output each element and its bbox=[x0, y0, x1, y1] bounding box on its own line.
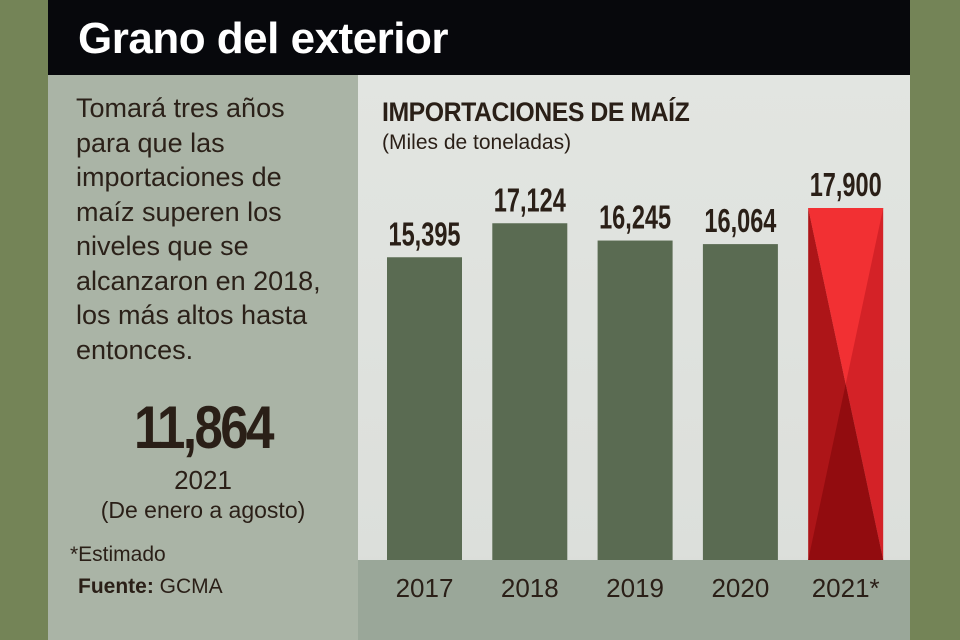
source: Fuente: GCMA bbox=[78, 575, 223, 599]
x-tick-label: 2019 bbox=[606, 573, 664, 603]
x-tick-label: 2021* bbox=[812, 573, 880, 603]
chart-subtitle: (Miles de toneladas) bbox=[382, 131, 572, 154]
source-value: GCMA bbox=[159, 575, 223, 598]
bar bbox=[597, 240, 673, 560]
highlight-year: 2021 bbox=[174, 465, 232, 495]
bar-chart: 15,395 2017 17,124 2018 16,245 2019 16,064 2020… bbox=[387, 166, 884, 603]
x-tick-label: 2018 bbox=[501, 573, 559, 603]
data-label: 17,124 bbox=[494, 181, 566, 218]
chart-panel: IMPORTACIONES DE MAÍZ (Miles de tonelada… bbox=[358, 75, 910, 640]
summary-panel: Tomará tres años para que las importacio… bbox=[48, 75, 358, 640]
header: Grano del exterior bbox=[48, 0, 910, 75]
data-label: 16,245 bbox=[599, 199, 671, 236]
data-label: 17,900 bbox=[810, 166, 882, 203]
data-label: 16,064 bbox=[704, 202, 776, 239]
bar bbox=[492, 223, 568, 560]
data-label: 15,395 bbox=[389, 215, 461, 252]
bar bbox=[702, 244, 778, 560]
x-tick-label: 2017 bbox=[396, 573, 454, 603]
source-label: Fuente: bbox=[78, 575, 154, 598]
bar-estimated bbox=[808, 208, 884, 560]
chart-title: IMPORTACIONES DE MAÍZ bbox=[382, 97, 690, 127]
highlight-value: 11,864 bbox=[134, 394, 274, 461]
summary-text: Tomará tres años para que las importacio… bbox=[76, 93, 321, 365]
highlight-period: (De enero a agosto) bbox=[100, 497, 306, 523]
bar bbox=[387, 257, 462, 560]
estimate-note: *Estimado bbox=[70, 543, 166, 566]
x-tick-label: 2020 bbox=[711, 573, 769, 603]
axis-band bbox=[358, 560, 910, 640]
page-title: Grano del exterior bbox=[78, 14, 449, 63]
